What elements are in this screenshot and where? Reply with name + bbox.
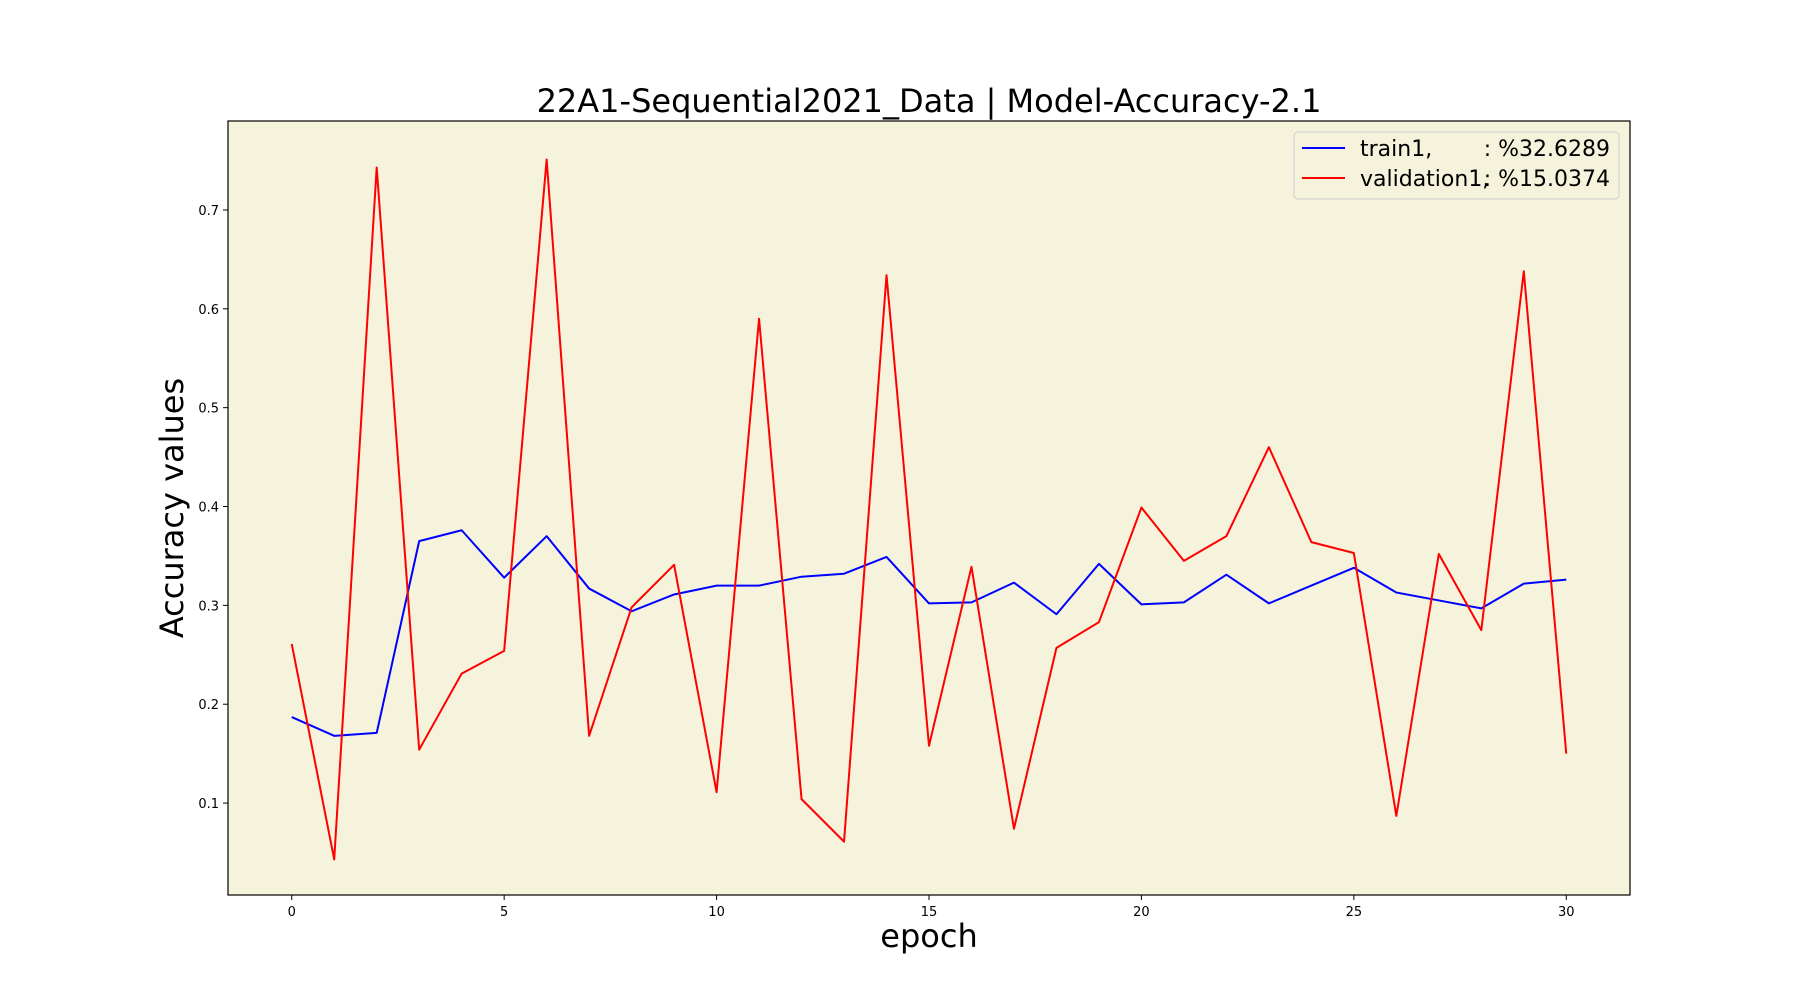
legend-value-train: : %32.6289 (1484, 137, 1610, 162)
series-line-train (291, 529, 1567, 737)
chart-title: 22A1-Sequential2021_Data | Model-Accurac… (537, 82, 1322, 120)
y-axis-ticks: 0.1 0.2 0.3 0.4 0.5 0.6 0.7 (198, 204, 228, 812)
series-layer (290, 158, 1568, 861)
y-tick-label: 0.3 (198, 599, 219, 614)
y-tick-label: 0.7 (198, 204, 219, 219)
y-tick-label: 0.2 (198, 698, 219, 713)
y-tick-label: 0.1 (198, 797, 219, 812)
x-tick-label: 15 (921, 905, 938, 920)
legend-box (1293, 131, 1620, 200)
x-tick-label: 25 (1346, 905, 1363, 920)
y-tick-label: 0.5 (198, 402, 219, 417)
y-axis-label: Accuracy values (153, 378, 191, 638)
series-line-validation (290, 158, 1568, 861)
y-tick-label: 0.4 (198, 501, 219, 516)
legend-label-train: train1, (1360, 137, 1432, 162)
legend: train1, : %32.6289 validation1, : %15.03… (1293, 131, 1620, 200)
x-tick-label: 30 (1558, 905, 1575, 920)
plot-area (228, 121, 1630, 895)
legend-value-validation: : %15.0374 (1484, 167, 1610, 192)
x-tick-label: 20 (1133, 905, 1150, 920)
x-tick-label: 5 (500, 905, 508, 920)
plot-frame (227, 120, 1631, 896)
y-tick-label: 0.6 (198, 303, 219, 318)
legend-label-validation: validation1, (1360, 167, 1489, 192)
x-tick-label: 10 (708, 905, 725, 920)
x-axis-ticks: 0 5 10 15 20 25 30 (288, 895, 1575, 920)
x-tick-label: 0 (288, 905, 296, 920)
x-axis-label: epoch (880, 917, 977, 955)
